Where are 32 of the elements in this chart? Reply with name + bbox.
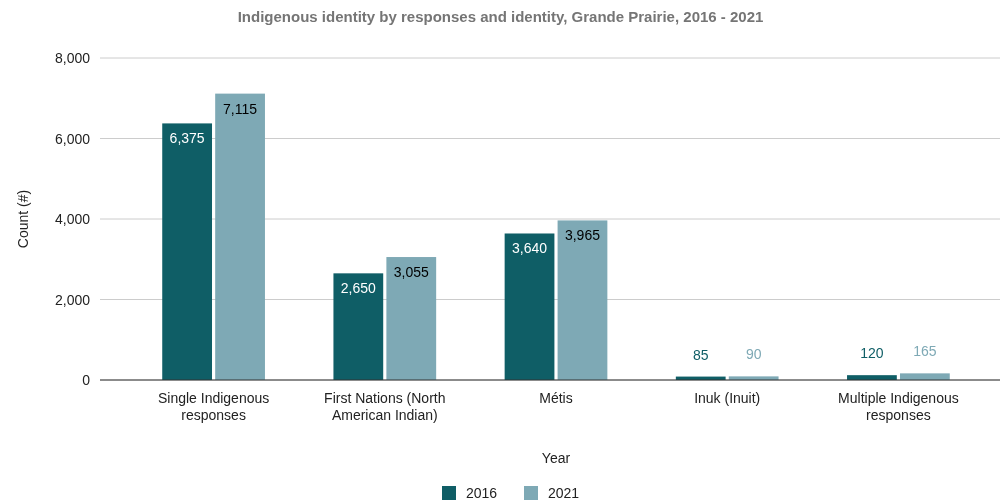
data-label: 2,650 <box>340 280 377 297</box>
y-tick-label: 8,000 <box>54 50 91 66</box>
data-label: 7,115 <box>223 100 258 117</box>
legend-label: 2021 <box>548 485 580 501</box>
data-label: 90 <box>745 346 762 363</box>
x-tick-label: Métis <box>539 390 573 406</box>
bar <box>899 373 950 380</box>
x-tick-label: First Nations (North American Indian) <box>324 390 446 423</box>
y-tick-label: 4,000 <box>54 211 91 227</box>
data-label: 120 <box>860 345 884 362</box>
data-label: 85 <box>692 346 709 363</box>
data-label: 165 <box>913 343 937 360</box>
bar <box>333 273 384 380</box>
x-axis-title: Year <box>541 450 571 466</box>
bar <box>386 257 437 380</box>
y-tick-label: 6,000 <box>54 130 91 147</box>
data-label: 3,055 <box>393 264 429 281</box>
bar <box>162 123 213 380</box>
chart-title: Indigenous identity by responses and identity, Grande Prairie, 2016 - 2021 <box>237 8 764 25</box>
y-tick-label: 0 <box>82 372 91 388</box>
bar <box>557 220 608 380</box>
data-label: 3,965 <box>564 227 601 244</box>
y-tick-label: 2,000 <box>54 291 91 308</box>
y-axis-title: Count (#) <box>15 189 31 249</box>
data-label: 3,640 <box>512 240 548 257</box>
legend-label: 2016 <box>466 485 498 501</box>
data-label: 6,375 <box>169 130 205 147</box>
bar <box>215 93 265 380</box>
x-tick-label: Single Indigenous responses <box>157 390 270 423</box>
bar <box>504 233 555 380</box>
x-tick-label: Multiple Indigenous responses <box>838 390 959 423</box>
x-tick-label: Inuk (Inuit) <box>694 390 761 406</box>
